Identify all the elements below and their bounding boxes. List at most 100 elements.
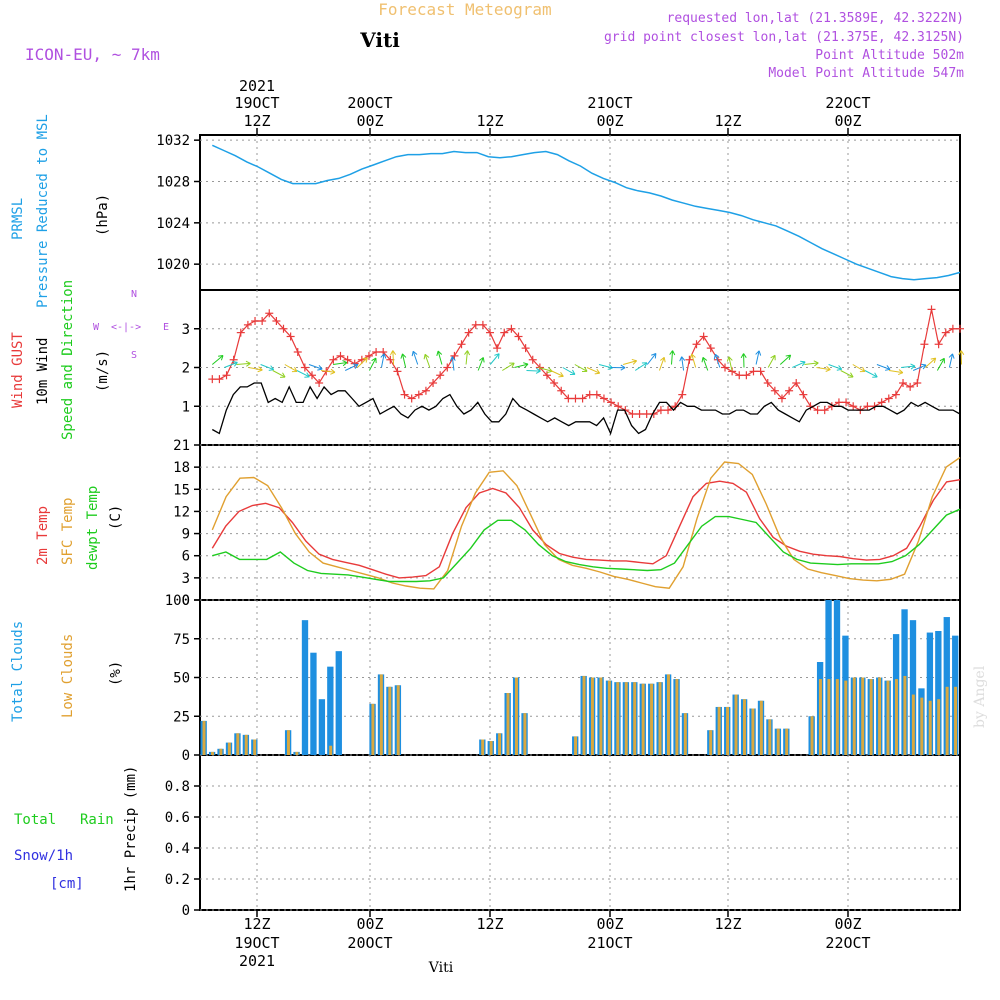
bottom-station: Viti [428,960,454,976]
wind-arrow-head [245,360,251,367]
wind-arrow-head [362,357,368,363]
wind-arrow [211,355,224,365]
low-cloud-bar [253,739,257,755]
wind-arrow [936,358,945,371]
low-cloud-bar [523,713,527,755]
wind-arrow-head [669,350,676,356]
wind-arrow-head [641,362,648,368]
wind-arrow [646,353,657,365]
bottom-hour-label: 00Z [596,915,623,933]
wind-arrow [538,367,553,372]
y-tick-label: 1028 [156,175,190,191]
panel-frame [199,134,961,291]
low-cloud-bar [590,677,594,755]
low-cloud-bar [489,741,493,755]
wind-arrow-head [535,367,541,374]
low-cloud-bar [878,677,882,755]
low-cloud-bar [937,699,941,755]
low-cloud-bar [641,683,645,755]
temp-unit: (C) [108,505,124,530]
low-cloud-bar [768,719,772,755]
precip-total: Total [14,812,56,828]
y-tick-label: 21 [173,438,190,454]
wind-arrow [451,356,455,371]
low-cloud-bar [751,708,755,755]
gust-line [212,309,960,415]
wind-arrow [412,351,419,365]
point-altitude: Point Altitude 502m [815,48,964,63]
low-cloud-bar [633,682,637,755]
wind-arrow-head [872,372,878,378]
y-tick-label: 1 [182,399,190,415]
low-cloud-bar [286,730,290,755]
wind-arrow [574,364,588,372]
wind-arrow-head [898,369,904,376]
model-label: ICON-EU, ~ 7km [25,45,160,64]
wind-arrow [779,354,791,365]
compass-e: E [163,322,169,333]
wind-arrow-head [620,364,626,371]
low-cloud-bar [498,733,502,755]
wind-arrow-head [304,372,310,378]
top-hour-label: 12Z [714,112,741,130]
station-title: Viti [359,28,400,52]
wind-arrow-head [423,353,430,360]
low-cloud-bar [219,748,223,755]
precip-rain: Rain [80,812,114,828]
bottom-hour-label: 12Z [714,915,741,933]
wind-arrow [368,357,377,371]
low-cloud-bar [726,706,730,755]
low-cloud-bar [666,674,670,755]
wind-arrow-head [569,369,576,376]
wind-arrow-head [910,363,916,370]
wind-arrow [876,364,891,370]
compass-w: W [93,322,100,333]
y-tick-label: 0 [182,593,190,609]
y-tick-label: 18 [173,460,190,476]
low-cloud-bar [481,739,485,755]
pressure-label-1: PRMSL [10,198,26,240]
low-cloud-bar [818,679,822,755]
wind-arrow [437,350,443,365]
wind-arrow-head [464,350,471,356]
temp-label-3: dewpt Temp [85,486,101,570]
wind-arrow-head [436,350,443,356]
y-tick-label: 6 [182,549,190,565]
top-hour-label: 12Z [243,112,270,130]
low-cloud-bar [574,736,578,755]
wind-arrow [526,370,541,372]
wind-arrow [598,364,613,369]
low-cloud-bar [396,685,400,755]
wind-arrow-head [859,366,866,373]
low-cloud-bar [810,716,814,755]
wind-arrow [864,370,878,378]
low-cloud-bar [683,713,687,755]
wind-arrow-head [268,365,275,371]
wind-arrow-head [411,350,418,357]
pressure-line [211,144,961,281]
top-hour-label: 00Z [834,112,861,130]
wind-arrow-head [371,357,377,364]
y-tick-label: 1032 [156,133,190,149]
wind-label-1: Wind GUST [10,332,26,408]
wind-arrow-head [713,353,720,360]
wind-arrow [767,355,776,368]
y-tick-label: 100 [165,593,190,609]
top-date-label: 20OCT [347,94,392,112]
low-cloud-bar [650,683,654,755]
wind-arrow-head [257,366,263,373]
wind-arrow [502,362,515,371]
wind-arrow [840,370,854,378]
total-cloud-bar [935,631,942,755]
wind-arrow [714,354,721,368]
wind-arrow [562,367,576,375]
precip-cm: [cm] [50,876,84,892]
wind-arrow [816,367,831,371]
total-cloud-bar [318,699,326,755]
wind-arrow [392,350,395,365]
total-cloud-bar [926,632,934,755]
wind-arrow [948,353,954,368]
wind-arrow-head [848,372,854,378]
y-tick-label: 50 [173,671,190,687]
